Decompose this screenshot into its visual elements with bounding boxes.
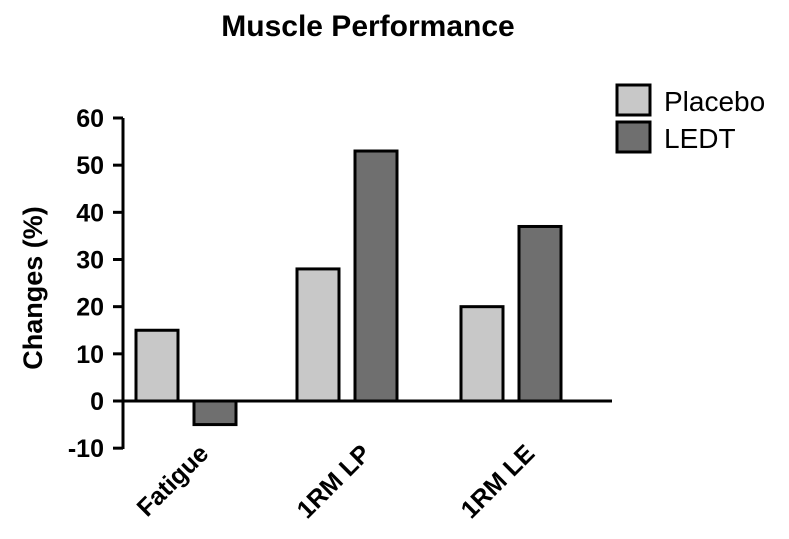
bar-placebo-1rm-lp [295, 267, 341, 403]
bars-group [134, 149, 563, 427]
y-tick-label: -10 [68, 435, 104, 463]
legend-label-placebo: Placebo [664, 86, 765, 117]
y-tick-label: 20 [76, 294, 104, 322]
legend: Placebo LEDT [615, 83, 765, 154]
y-tick-label: 10 [76, 341, 104, 369]
bar-ledt-1rm-le [517, 224, 563, 403]
y-tick-label: 50 [76, 152, 104, 180]
category-labels: Fatigue 1RM LP 1RM LE [132, 439, 541, 524]
bar-placebo-fatigue [134, 328, 180, 403]
bar-placebo-1rm-le [459, 305, 505, 403]
chart-title: Muscle Performance [221, 10, 514, 43]
y-tick-label: 60 [76, 105, 104, 133]
y-tick-label: 40 [76, 199, 104, 227]
y-tick-label: 0 [90, 388, 104, 416]
bar-ledt-1rm-lp [353, 149, 399, 403]
category-label: 1RM LE [456, 439, 541, 524]
legend-swatch-ledt [615, 120, 652, 154]
y-tick-label: 30 [76, 247, 104, 275]
legend-label-ledt: LEDT [664, 123, 736, 154]
y-axis-label: Changes (%) [18, 206, 48, 370]
y-axis-ticks: 60 50 40 30 20 10 0 -10 [68, 105, 123, 463]
bar-ledt-fatigue [192, 399, 238, 427]
category-label: 1RM LP [292, 439, 377, 524]
legend-swatch-placebo [615, 83, 652, 117]
category-label: Fatigue [132, 439, 215, 522]
